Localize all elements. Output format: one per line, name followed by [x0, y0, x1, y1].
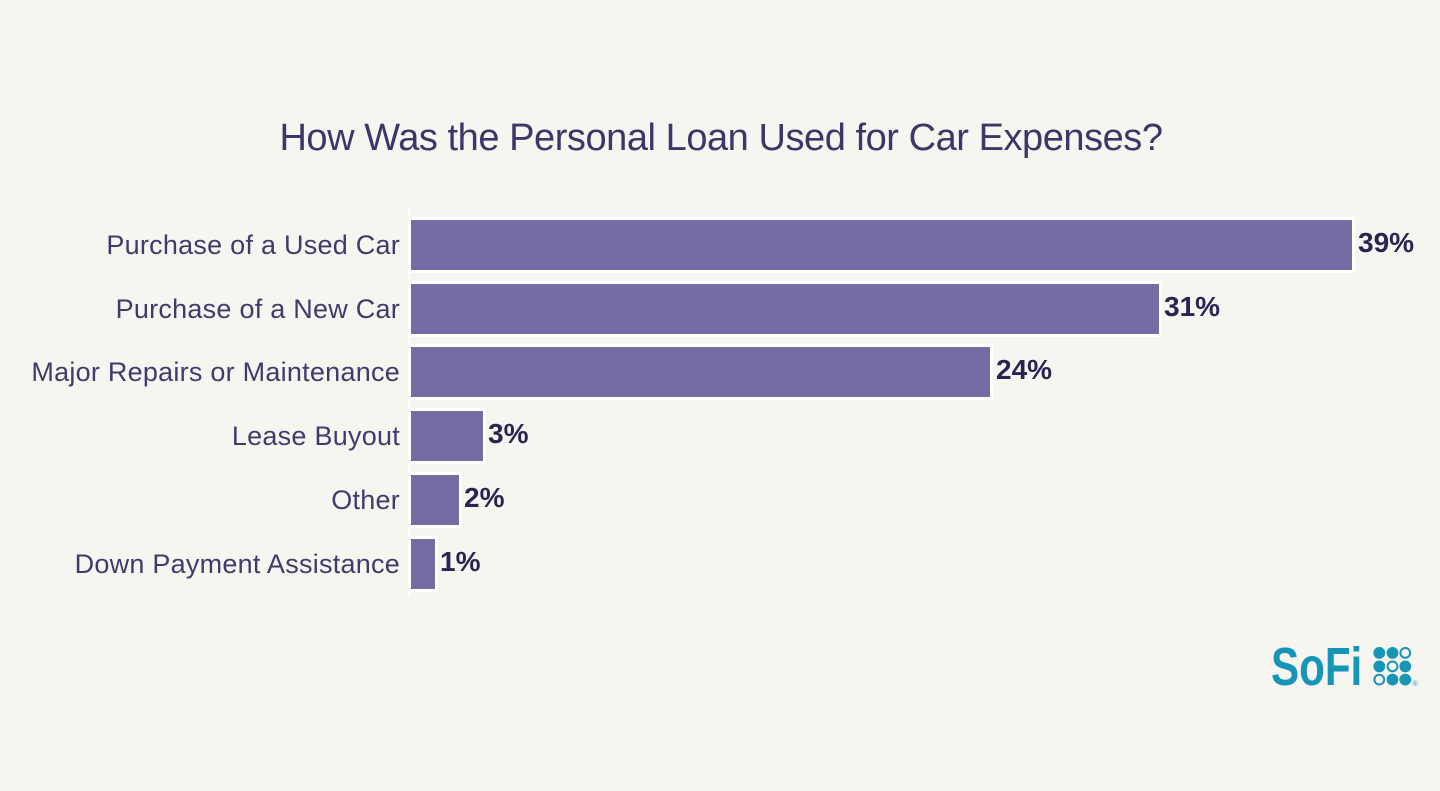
svg-text:®: ® — [1413, 680, 1419, 688]
